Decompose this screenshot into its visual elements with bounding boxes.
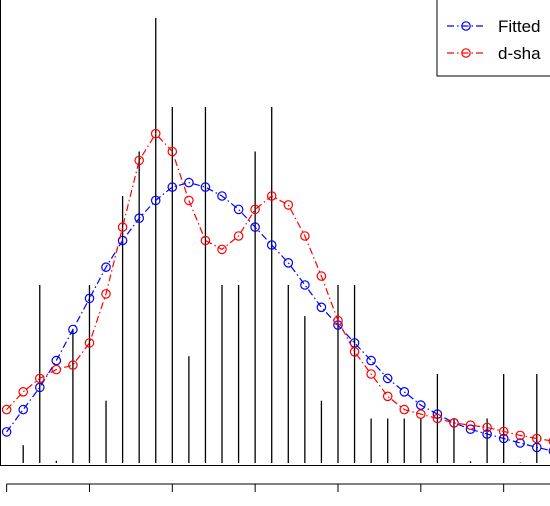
series-point — [167, 146, 178, 157]
series-line — [6, 181, 550, 451]
series-point — [482, 429, 492, 439]
series-point — [1, 404, 12, 415]
series-point — [184, 195, 194, 206]
series-point — [34, 373, 45, 384]
series-point — [399, 404, 410, 415]
series-point — [233, 231, 244, 241]
series-point — [283, 257, 294, 268]
series-point — [482, 422, 492, 433]
series-point — [134, 213, 144, 223]
series-point — [266, 240, 277, 250]
series-point — [101, 262, 111, 272]
series-point — [117, 222, 128, 232]
observed-lines — [22, 18, 538, 463]
series-point — [316, 271, 327, 281]
series-point — [366, 369, 376, 379]
series-point — [134, 155, 144, 166]
series-point — [18, 404, 28, 415]
series-1 — [1, 128, 550, 445]
series-point — [117, 235, 128, 246]
plot-frame — [0, 0, 550, 466]
series-point — [382, 373, 393, 384]
series-point — [217, 244, 227, 255]
series-point — [515, 430, 525, 441]
series-point — [515, 438, 525, 448]
series-point — [333, 315, 343, 326]
series-point — [1, 427, 12, 437]
legend-label-fitted: Fitted — [498, 17, 541, 36]
legend-entry-d-sha: d-sha — [447, 44, 541, 63]
legend-label-d-sha: d-sha — [498, 44, 541, 63]
legend-marker-fitted — [461, 21, 471, 31]
series-point — [51, 355, 62, 366]
series-point — [498, 426, 509, 437]
series-point — [266, 191, 277, 201]
series-point — [200, 235, 211, 246]
series-point — [68, 324, 78, 335]
series-point — [465, 420, 476, 430]
series-point — [366, 355, 376, 366]
series-point — [548, 437, 550, 445]
legend-entry-fitted: Fitted — [447, 17, 541, 36]
series-point — [300, 231, 310, 241]
series-line — [6, 132, 550, 442]
series-point — [200, 182, 211, 192]
series-point — [283, 200, 294, 210]
series-point — [84, 293, 95, 304]
series-point — [300, 280, 310, 290]
series-point — [84, 338, 95, 348]
series-point — [316, 302, 327, 313]
series-point — [399, 386, 410, 397]
series-point — [415, 409, 426, 419]
series-point — [150, 128, 161, 139]
legend-marker-d-sha — [461, 48, 471, 58]
series-point — [233, 204, 244, 215]
series-point — [167, 182, 178, 192]
series-0 — [1, 177, 550, 455]
series-point — [382, 391, 393, 402]
series-point — [349, 346, 360, 357]
series-point — [217, 191, 227, 201]
series-point — [432, 413, 443, 424]
series-point — [68, 360, 78, 370]
series-point — [250, 222, 260, 232]
series-point — [18, 386, 28, 397]
series-point — [498, 433, 509, 444]
series-layer — [1, 128, 550, 455]
series-point — [548, 447, 550, 455]
series-point — [531, 433, 542, 444]
series-point — [51, 364, 62, 375]
series-point — [250, 204, 260, 215]
series-point — [449, 418, 459, 428]
series-point — [415, 400, 426, 410]
series-point — [101, 289, 111, 299]
legend-box — [436, 0, 550, 77]
series-point — [184, 177, 194, 188]
x-axis — [6, 483, 550, 492]
series-point — [150, 195, 161, 206]
series-point — [465, 424, 476, 434]
legend: Fitted d-sha — [436, 0, 550, 77]
